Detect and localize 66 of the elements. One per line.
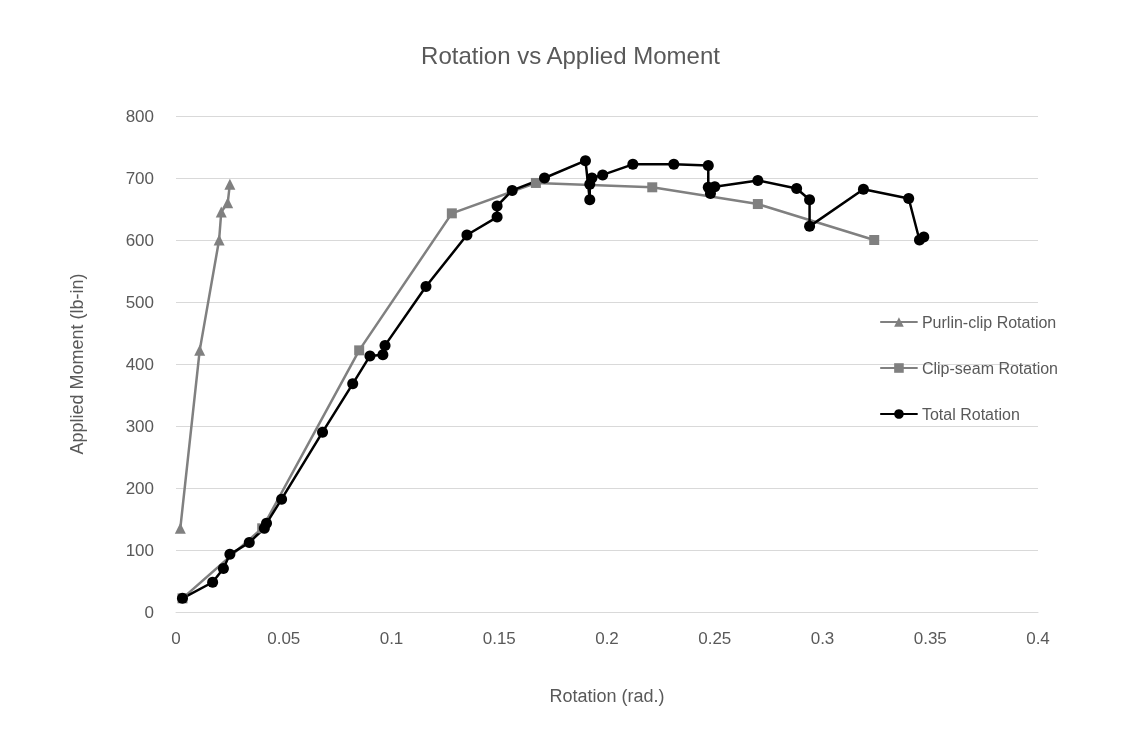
point bbox=[584, 194, 596, 206]
point bbox=[857, 183, 869, 195]
point bbox=[668, 158, 680, 170]
point bbox=[194, 344, 206, 356]
chart-title: Rotation vs Applied Moment bbox=[421, 41, 721, 69]
y-tick-label: 600 bbox=[125, 230, 154, 250]
point bbox=[804, 194, 816, 206]
y-tick-label: 400 bbox=[125, 354, 154, 374]
point bbox=[491, 211, 503, 223]
point bbox=[597, 169, 609, 181]
point bbox=[420, 281, 432, 292]
point bbox=[506, 184, 518, 196]
point bbox=[752, 174, 764, 186]
point bbox=[918, 231, 930, 243]
point bbox=[903, 192, 915, 204]
point bbox=[539, 172, 551, 184]
point bbox=[804, 220, 816, 232]
y-tick-label: 500 bbox=[125, 292, 154, 312]
point bbox=[461, 229, 473, 241]
legend-label: Purlin-clip Rotation bbox=[921, 313, 1057, 331]
x-tick-label: 0.3 bbox=[810, 629, 835, 648]
y-axis-title: Applied Moment (lb-in) bbox=[67, 273, 87, 455]
point bbox=[347, 378, 359, 390]
point bbox=[379, 339, 391, 351]
point bbox=[647, 182, 658, 193]
point bbox=[869, 235, 880, 245]
point bbox=[530, 177, 541, 188]
point bbox=[446, 208, 457, 219]
x-tick-label: 0.15 bbox=[482, 629, 516, 648]
y-tick-label: 0 bbox=[144, 602, 154, 622]
point bbox=[491, 200, 503, 212]
point bbox=[791, 183, 803, 195]
point bbox=[243, 537, 255, 549]
point bbox=[364, 350, 376, 362]
x-axis-title: Rotation (rad.) bbox=[549, 686, 665, 706]
point bbox=[752, 199, 763, 210]
point bbox=[579, 155, 591, 167]
y-tick-label: 700 bbox=[125, 168, 154, 188]
point bbox=[224, 178, 236, 190]
legend-label: Clip-seam Rotation bbox=[921, 359, 1059, 377]
x-tick-label: 0.35 bbox=[913, 629, 947, 648]
y-tick-label: 100 bbox=[125, 540, 154, 560]
legend-label: Total Rotation bbox=[921, 405, 1020, 423]
point bbox=[702, 160, 714, 172]
point bbox=[224, 548, 236, 560]
point bbox=[377, 349, 389, 361]
x-tick-label: 0 bbox=[171, 629, 181, 648]
point bbox=[174, 522, 186, 534]
point bbox=[317, 426, 329, 438]
point bbox=[207, 576, 219, 588]
point bbox=[354, 345, 365, 356]
point bbox=[276, 493, 288, 505]
point bbox=[261, 517, 273, 529]
x-tick-label: 0.25 bbox=[698, 629, 732, 648]
point bbox=[215, 206, 227, 218]
x-tick-label: 0.1 bbox=[379, 629, 404, 648]
x-tick-label: 0.4 bbox=[1026, 629, 1050, 648]
point bbox=[213, 234, 225, 246]
y-tick-label: 300 bbox=[125, 416, 154, 436]
y-tick-label: 800 bbox=[125, 106, 154, 126]
point bbox=[627, 158, 639, 170]
x-tick-label: 0.2 bbox=[595, 629, 619, 648]
x-tick-label: 0.05 bbox=[267, 629, 301, 648]
point bbox=[217, 563, 229, 575]
point bbox=[586, 172, 598, 184]
y-tick-label: 200 bbox=[125, 478, 154, 498]
